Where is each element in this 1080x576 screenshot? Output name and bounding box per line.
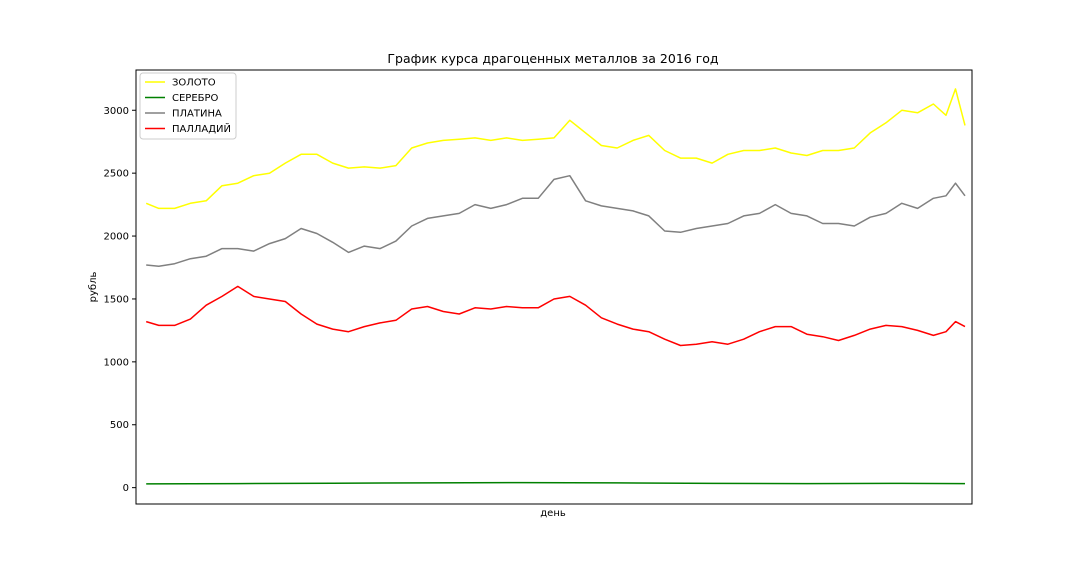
plot-area — [135, 69, 973, 505]
y-axis: 0 500 1000 1500 2000 2500 3000 — [104, 106, 136, 494]
legend-entry-label: ПЛАТИНА — [172, 109, 222, 120]
series-line-серебро — [146, 481, 966, 485]
legend-entry-label: СЕРЕБРО — [172, 93, 219, 104]
y-tick-label: 500 — [110, 420, 129, 431]
y-tick-label: 0 — [123, 483, 129, 494]
y-axis-label: рубль — [88, 272, 99, 303]
legend-entry-label: ПАЛЛАДИЙ — [172, 122, 231, 135]
series-line-золото — [145, 88, 966, 210]
series-line-палладий — [145, 285, 966, 347]
legend: ЗОЛОТО СЕРЕБРО ПЛАТИНА ПАЛЛАДИЙ — [139, 72, 237, 140]
chart-title: График курса драгоценных металлов за 201… — [387, 51, 718, 66]
series-line-платина — [146, 174, 966, 267]
y-tick-label: 1000 — [104, 357, 129, 368]
y-tick-label: 2000 — [104, 232, 129, 243]
series-lines — [145, 88, 966, 485]
y-tick-label: 3000 — [104, 106, 129, 117]
x-axis-label: день — [540, 508, 566, 519]
y-tick-label: 1500 — [104, 294, 129, 305]
legend-box — [139, 72, 237, 140]
legend-entry-label: ЗОЛОТО — [172, 78, 216, 89]
y-tick-label: 2500 — [104, 169, 129, 180]
